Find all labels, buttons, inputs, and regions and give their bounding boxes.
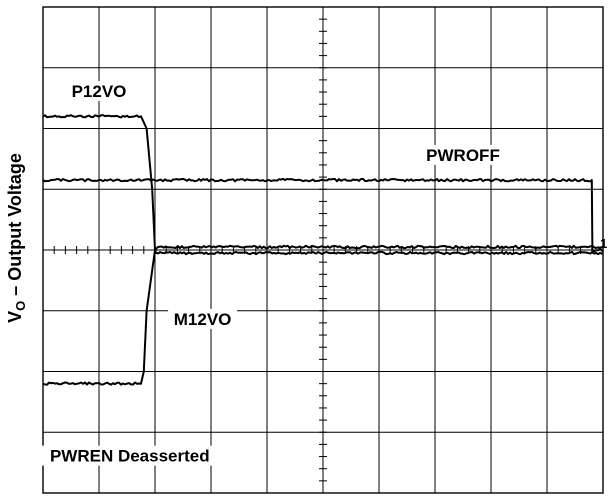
annotation-label: P12VO bbox=[72, 82, 127, 101]
traces bbox=[42, 114, 604, 386]
annotations: P12VO PWROFF M12VO PWREN Deasserted bbox=[34, 81, 503, 466]
annotation-background bbox=[34, 445, 225, 466]
y-axis-label-main: V bbox=[5, 311, 25, 323]
y-axis-label-rest: – Output Voltage bbox=[5, 153, 25, 301]
annotation-background bbox=[168, 308, 238, 329]
trace-p12vo bbox=[42, 114, 604, 256]
y-axis-label: VO – Output Voltage bbox=[5, 153, 28, 323]
annotation-label: PWREN Deasserted bbox=[50, 447, 210, 466]
y-axis-label-sub: O bbox=[13, 301, 28, 311]
annotation-background bbox=[64, 81, 134, 102]
annotation-background bbox=[423, 144, 503, 165]
grid bbox=[42, 6, 604, 494]
reference-marker: 1 bbox=[600, 236, 607, 251]
trace-m12vo bbox=[42, 244, 604, 386]
annotation-label: M12VO bbox=[174, 310, 232, 329]
annotation-label: PWROFF bbox=[426, 146, 500, 165]
trace-pwroff bbox=[42, 177, 604, 253]
